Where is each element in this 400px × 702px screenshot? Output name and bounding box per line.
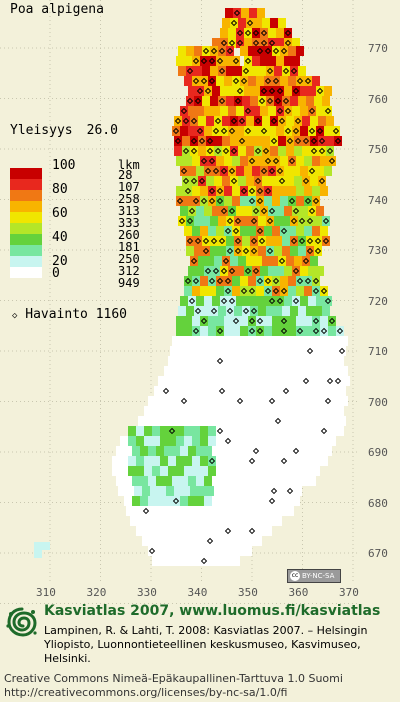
frequency-label: Yleisyys bbox=[10, 123, 73, 138]
x-tick-label: 330 bbox=[137, 586, 157, 599]
legend-count: 333 bbox=[118, 216, 140, 230]
legend-percent: 0 bbox=[52, 266, 60, 281]
legend-swatch bbox=[10, 267, 42, 278]
legend-percent: 40 bbox=[52, 230, 68, 245]
grid-cells bbox=[34, 8, 350, 566]
y-tick-label: 740 bbox=[368, 193, 388, 207]
legend-swatch bbox=[10, 223, 42, 234]
legend-percent: 20 bbox=[52, 254, 68, 269]
x-tick-label: 310 bbox=[36, 586, 56, 599]
observation-markers bbox=[142, 9, 346, 565]
y-tick-label: 670 bbox=[368, 547, 388, 560]
legend-swatches bbox=[10, 168, 42, 278]
cc-badge-label: BY-NC-SA bbox=[302, 572, 335, 580]
species-title: Poa alpigena bbox=[10, 2, 104, 17]
legend-percent: 100 bbox=[52, 158, 76, 173]
y-tick-label: 770 bbox=[368, 42, 388, 55]
observations-value: 1160 bbox=[95, 307, 128, 322]
legend-count: 258 bbox=[118, 192, 140, 206]
citation-text: Lampinen, R. & Lahti, T. 2008: Kasviatla… bbox=[44, 624, 368, 665]
observations-legend: ◇ Havainto 1160 bbox=[12, 307, 127, 322]
legend-swatch bbox=[10, 190, 42, 201]
y-tick-label: 700 bbox=[368, 395, 388, 409]
kasviatlas-logo-icon bbox=[6, 607, 37, 637]
x-tick-label: 340 bbox=[187, 586, 208, 599]
y-tick-label: 680 bbox=[368, 496, 388, 510]
legend-swatch bbox=[10, 201, 42, 212]
legend-count: 312 bbox=[118, 264, 140, 278]
frequency-readout: Yleisyys 26.0 bbox=[10, 123, 118, 138]
legend-percent: 80 bbox=[52, 182, 68, 197]
y-tick-label: 750 bbox=[368, 143, 388, 156]
legend-swatch bbox=[10, 256, 42, 267]
legend-swatch bbox=[10, 234, 42, 245]
legend-swatch bbox=[10, 212, 42, 223]
cc-icon: cc bbox=[290, 571, 300, 581]
cc-license-badge[interactable]: cc BY-NC-SA bbox=[287, 569, 341, 583]
y-tick-label: 720 bbox=[368, 294, 388, 308]
legend-count: 260 bbox=[118, 228, 140, 242]
legend-swatch bbox=[10, 168, 42, 179]
x-tick-label: 360 bbox=[288, 586, 309, 599]
observations-label: Havainto bbox=[25, 307, 88, 322]
observation-marker-icon: ◇ bbox=[12, 311, 18, 321]
license-text: Creative Commons Nimeä-Epäkaupallinen-Ta… bbox=[4, 672, 398, 700]
legend-count: 28 bbox=[118, 168, 133, 182]
legend-count: 250 bbox=[118, 252, 140, 266]
legend-count-header: lkm bbox=[118, 158, 140, 172]
legend-swatch bbox=[10, 245, 42, 256]
frequency-value: 26.0 bbox=[86, 123, 118, 138]
y-tick-label: 760 bbox=[368, 92, 388, 106]
legend-count: 949 bbox=[118, 276, 140, 290]
legend-percent: 60 bbox=[52, 206, 68, 221]
y-tick-label: 710 bbox=[368, 345, 388, 358]
x-tick-label: 320 bbox=[86, 586, 107, 599]
legend-count: 107 bbox=[118, 180, 140, 194]
x-tick-label: 370 bbox=[339, 586, 359, 599]
y-tick-label: 690 bbox=[368, 446, 388, 459]
legend-count: 313 bbox=[118, 204, 140, 218]
y-tick-label: 730 bbox=[368, 244, 388, 257]
legend-swatch bbox=[10, 179, 42, 190]
license-url[interactable]: http://creativecommons.org/licenses/by-n… bbox=[4, 686, 288, 699]
license-line-1: Creative Commons Nimeä-Epäkaupallinen-Ta… bbox=[4, 672, 343, 685]
legend-count: 181 bbox=[118, 240, 140, 254]
brand-link[interactable]: Kasviatlas 2007, www.luomus.fi/kasviatla… bbox=[44, 603, 381, 619]
x-tick-label: 350 bbox=[238, 586, 258, 599]
